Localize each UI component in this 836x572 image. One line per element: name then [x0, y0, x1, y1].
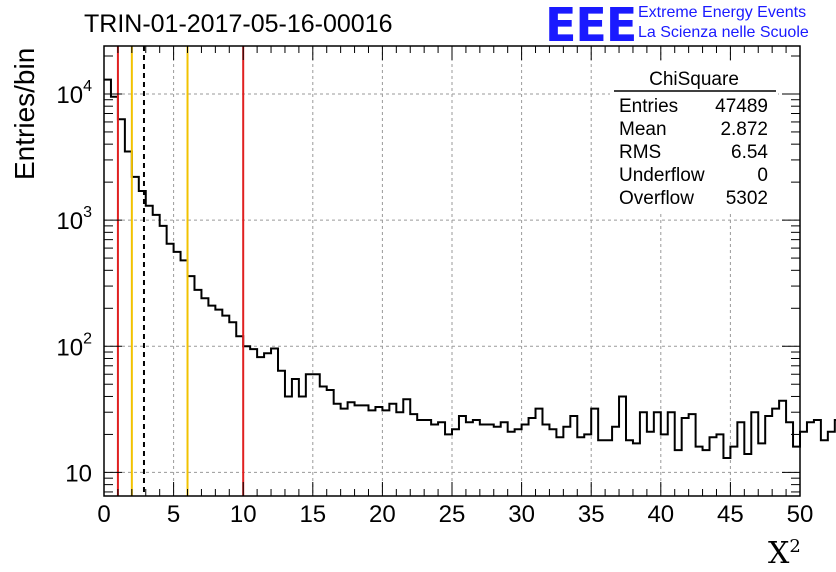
stats-label: Entries: [619, 96, 678, 117]
stats-title: ChiSquare: [649, 69, 739, 90]
stats-label: RMS: [619, 142, 661, 163]
chart-title: TRIN-01-2017-05-16-00016: [84, 10, 393, 38]
x-tick-label: 50: [787, 501, 814, 528]
x-axis-label-base: X: [768, 536, 790, 571]
x-tick-label: 20: [369, 501, 396, 528]
stats-box: [610, 63, 778, 211]
x-axis-label: X2: [768, 536, 801, 571]
stats-value: 47489: [715, 96, 768, 117]
x-tick-label: 35: [578, 501, 605, 528]
stats-value: 5302: [726, 188, 768, 209]
y-tick-label: 103: [56, 204, 92, 235]
eee-logo: EEE: [545, 0, 637, 52]
x-tick-label: 0: [97, 501, 110, 528]
x-tick-label: 25: [439, 501, 466, 528]
stats-value: 6.54: [731, 142, 768, 163]
stats-label: Mean: [619, 119, 667, 140]
y-tick-label: 10: [65, 460, 92, 487]
histogram-series: [104, 78, 836, 460]
y-tick-label: 104: [56, 78, 92, 109]
x-tick-label: 15: [299, 501, 326, 528]
stats-value: 2.872: [720, 119, 768, 140]
stats-label: Overflow: [619, 188, 694, 209]
y-tick-label: 102: [56, 330, 92, 361]
x-axis-label-exponent: 2: [789, 536, 801, 557]
logo-tagline-1: Extreme Energy Events: [638, 4, 807, 21]
x-tick-label: 5: [167, 501, 180, 528]
stats-value: 0: [757, 165, 768, 186]
x-tick-label: 10: [230, 501, 257, 528]
x-tick-label: 40: [647, 501, 674, 528]
logo-tagline-2: La Scienza nelle Scuole: [638, 24, 809, 41]
stats-label: Underflow: [619, 165, 705, 186]
x-tick-label: 30: [508, 501, 535, 528]
x-tick-label: 45: [717, 501, 744, 528]
